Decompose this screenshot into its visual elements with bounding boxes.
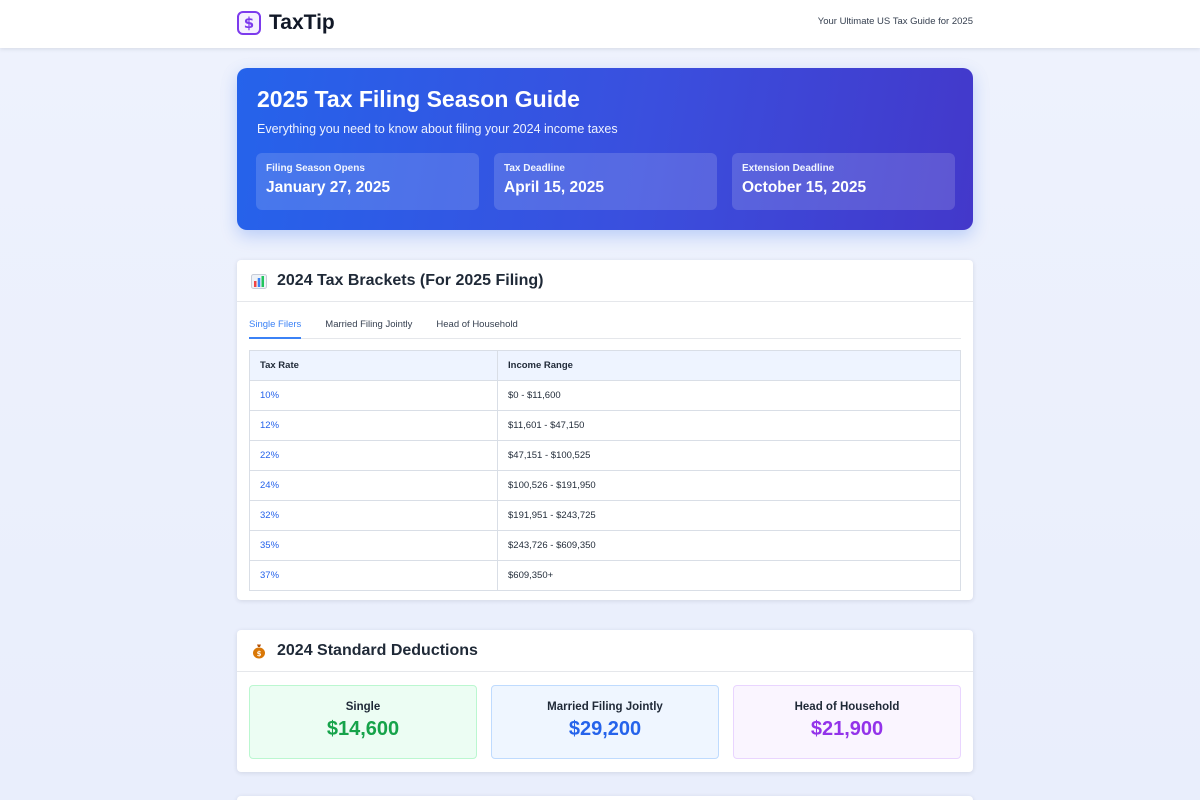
date-card-extension-deadline: Extension Deadline October 15, 2025 [732,153,955,210]
deduction-card-head-of-household: Head of Household $21,900 [733,685,961,759]
table-row: 22% $47,151 - $100,525 [249,440,961,471]
date-label: Tax Deadline [504,163,565,174]
income-range-cell: $0 - $11,600 [497,380,961,411]
standard-deductions-card: $ 2024 Standard Deductions Single $14,60… [237,630,973,772]
deduction-label: Single [345,701,381,713]
date-card-filing-opens: Filing Season Opens January 27, 2025 [256,153,479,210]
bar-chart-icon [251,273,267,289]
income-range-cell: $11,601 - $47,150 [497,410,961,441]
income-range-cell: $47,151 - $100,525 [497,440,961,471]
income-range-cell: $609,350+ [497,560,961,591]
deduction-amount: $14,600 [326,718,400,740]
date-label: Filing Season Opens [266,163,365,174]
filing-status-tabs: Single Filers Married Filing Jointly Hea… [249,319,961,339]
site-tagline: Your Ultimate US Tax Guide for 2025 [817,16,973,27]
card-title: 2024 Tax Brackets (For 2025 Filing) [277,271,544,289]
tax-rate-cell: 37% [249,560,498,591]
deduction-card-married-jointly: Married Filing Jointly $29,200 [491,685,719,759]
date-value: October 15, 2025 [742,179,867,196]
tax-rate-cell: 35% [249,530,498,561]
deduction-card-single: Single $14,600 [249,685,477,759]
column-header-tax-rate: Tax Rate [249,350,498,381]
column-header-income-range: Income Range [497,350,961,381]
tab-head-of-household[interactable]: Head of Household [436,319,518,330]
date-value: January 27, 2025 [266,179,391,196]
hero-banner: 2025 Tax Filing Season Guide Everything … [237,68,973,230]
svg-text:$: $ [257,650,262,658]
tax-rate-cell: 32% [249,500,498,531]
date-card-tax-deadline: Tax Deadline April 15, 2025 [494,153,717,210]
table-row: 35% $243,726 - $609,350 [249,530,961,561]
income-range-cell: $243,726 - $609,350 [497,530,961,561]
hero-title: 2025 Tax Filing Season Guide [257,86,580,112]
tax-brackets-card: 2024 Tax Brackets (For 2025 Filing) Sing… [237,260,973,600]
table-row: 24% $100,526 - $191,950 [249,470,961,501]
date-value: April 15, 2025 [504,179,604,196]
brand-logo[interactable]: $ TaxTip [237,10,335,36]
tax-rate-cell: 12% [249,410,498,441]
table-row: 10% $0 - $11,600 [249,380,961,411]
hero-subtitle: Everything you need to know about filing… [257,122,618,136]
deduction-label: Married Filing Jointly [547,701,663,713]
tax-rate-cell: 22% [249,440,498,471]
table-row: 37% $609,350+ [249,560,961,591]
table-row: 12% $11,601 - $47,150 [249,410,961,441]
next-section-card [237,796,973,800]
brand-name: TaxTip [269,11,335,34]
card-title: 2024 Standard Deductions [277,641,478,659]
tax-rate-cell: 24% [249,470,498,501]
money-bag-icon: $ [251,643,267,659]
tab-married-filing-jointly[interactable]: Married Filing Jointly [325,319,413,330]
tab-single-filers[interactable]: Single Filers [249,319,302,339]
tax-brackets-table: Tax Rate Income Range 10% $0 - $11,600 1… [249,350,961,591]
key-dates: Filing Season Opens January 27, 2025 Tax… [256,153,955,210]
card-header: 2024 Tax Brackets (For 2025 Filing) [237,260,973,302]
table-row: 32% $191,951 - $243,725 [249,500,961,531]
deduction-label: Head of Household [794,701,900,713]
deduction-amount: $29,200 [568,718,642,740]
table-header-row: Tax Rate Income Range [249,350,961,381]
top-bar: $ TaxTip Your Ultimate US Tax Guide for … [0,0,1200,48]
income-range-cell: $191,951 - $243,725 [497,500,961,531]
deduction-amount: $21,900 [810,718,884,740]
deduction-cards: Single $14,600 Married Filing Jointly $2… [249,685,961,759]
income-range-cell: $100,526 - $191,950 [497,470,961,501]
dollar-icon: $ [237,11,261,35]
card-header: $ 2024 Standard Deductions [237,630,973,672]
tax-rate-cell: 10% [249,380,498,411]
date-label: Extension Deadline [742,163,835,174]
